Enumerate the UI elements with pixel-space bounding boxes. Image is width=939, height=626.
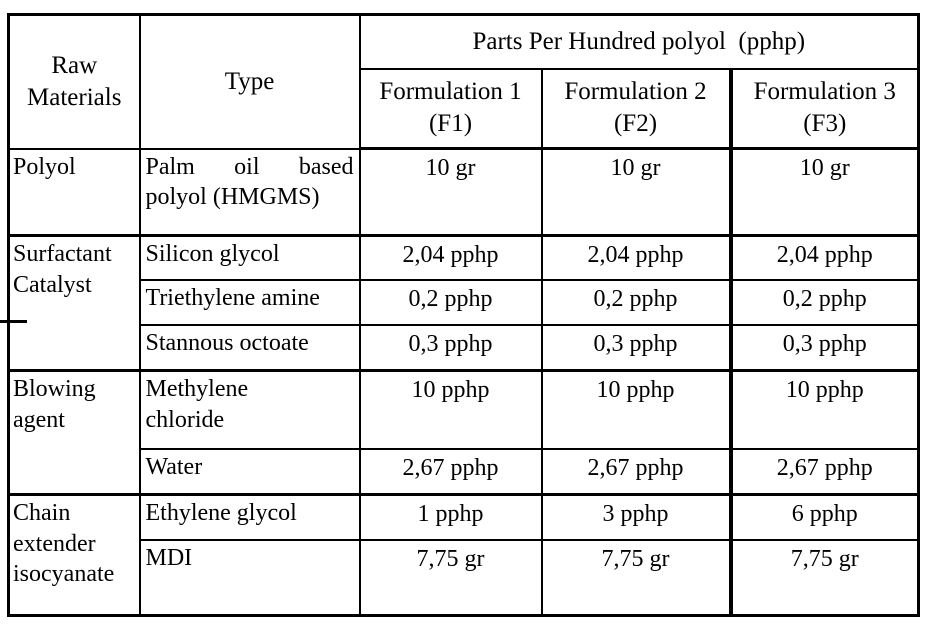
table-row-stannous-octoate: Stannous octoate 0,3 pphp 0,3 pphp 0,3 p…: [9, 323, 920, 372]
material-cell-blowing-agent: Blowing agent: [7, 369, 141, 496]
value-cell-f3: 10 pphp: [728, 369, 920, 450]
table-row-water: Water 2,67 pphp 2,67 pphp 2,67 pphp: [9, 447, 920, 496]
value-cell-f2: 10 pphp: [540, 369, 732, 450]
value-cell-f1: 2,67 pphp: [358, 447, 543, 496]
table-row-triethylene-amine: Triethylene amine 0,2 pphp 0,2 pphp 0,2 …: [9, 278, 920, 326]
type-cell-mdi: MDI: [138, 538, 361, 617]
type-cell-palm-oil-polyol: Palm oil based polyol (HMGMS): [138, 147, 361, 237]
value-cell-f1: 7,75 gr: [358, 538, 543, 617]
value-cell-f2: 0,3 pphp: [540, 323, 732, 372]
value-cell-f3: 7,75 gr: [728, 538, 920, 617]
value-cell-f1: 2,04 pphp: [358, 234, 543, 281]
material-cell-surfactant-catalyst: Surfactant Catalyst: [7, 234, 141, 372]
value-cell-f1: 0,2 pphp: [358, 278, 543, 326]
value-cell-f2: 10 gr: [540, 147, 732, 237]
value-cell-f3: 2,04 pphp: [728, 234, 920, 281]
header-formulation-1: Formulation 1 (F1): [358, 67, 543, 150]
formulation-2-code: (F2): [613, 110, 658, 138]
table-row-silicon-glycol: Surfactant Catalyst Silicon glycol 2,04 …: [7, 234, 920, 372]
material-cell-chain-extender-isocyanate: Chain extender isocyanate: [7, 493, 141, 617]
value-cell-f2: 0,2 pphp: [540, 278, 732, 326]
value-cell-f3: 10 gr: [728, 147, 920, 237]
value-cell-f2: 2,04 pphp: [540, 234, 732, 281]
value-cell-f1: 10 pphp: [358, 369, 543, 450]
cell-divider-stub: [0, 320, 27, 323]
formulation-3-label: Formulation 3: [753, 78, 896, 106]
value-cell-f3: 6 pphp: [728, 493, 920, 541]
table-row-methylene-chloride: Blowing agent Methylene chloride 10 pphp…: [7, 369, 920, 496]
value-cell-f3: 0,2 pphp: [728, 278, 920, 326]
formulation-3-code: (F3): [803, 110, 847, 138]
table-row-polyol: Polyol Palm oil based polyol (HMGMS) 10 …: [7, 147, 920, 237]
formulation-table: Raw Materials Type Parts Per Hundred pol…: [7, 13, 921, 617]
header-type: Type: [138, 13, 361, 150]
header-raw-materials: Raw Materials: [7, 13, 141, 150]
type-cell-methylene-chloride: Methylene chloride: [138, 369, 361, 450]
type-cell-stannous-octoate: Stannous octoate: [138, 323, 361, 372]
header-row-1: Raw Materials Type Parts Per Hundred pol…: [7, 13, 920, 150]
value-cell-f2: 2,67 pphp: [540, 447, 732, 496]
header-row-2: Formulation 1 (F1) Formulation 2 (F2) Fo…: [9, 67, 920, 150]
value-cell-f1: 0,3 pphp: [358, 323, 543, 372]
value-cell-f3: 2,67 pphp: [728, 447, 920, 496]
formulation-1-code: (F1): [428, 110, 473, 138]
value-cell-f1: 1 pphp: [358, 493, 543, 541]
header-pphp-group: Parts Per Hundred polyol (pphp): [358, 13, 920, 70]
formulation-2-label: Formulation 2: [564, 78, 707, 106]
table-row-ethylene-glycol: Chain extender isocyanate Ethylene glyco…: [7, 493, 920, 617]
table-row-mdi: MDI 7,75 gr 7,75 gr 7,75 gr: [9, 538, 920, 617]
value-cell-f3: 0,3 pphp: [728, 323, 920, 372]
type-cell-silicon-glycol: Silicon glycol: [138, 234, 361, 281]
material-cell-polyol: Polyol: [7, 147, 141, 237]
header-formulation-2: Formulation 2 (F2): [540, 67, 732, 150]
type-cell-ethylene-glycol: Ethylene glycol: [138, 493, 361, 541]
header-formulation-3: Formulation 3 (F3): [728, 67, 920, 150]
value-cell-f1: 10 gr: [358, 147, 543, 237]
type-cell-triethylene-amine: Triethylene amine: [138, 278, 361, 326]
formulation-1-label: Formulation 1: [379, 78, 522, 106]
type-cell-water: Water: [138, 447, 361, 496]
value-cell-f2: 7,75 gr: [540, 538, 732, 617]
value-cell-f2: 3 pphp: [540, 493, 732, 541]
